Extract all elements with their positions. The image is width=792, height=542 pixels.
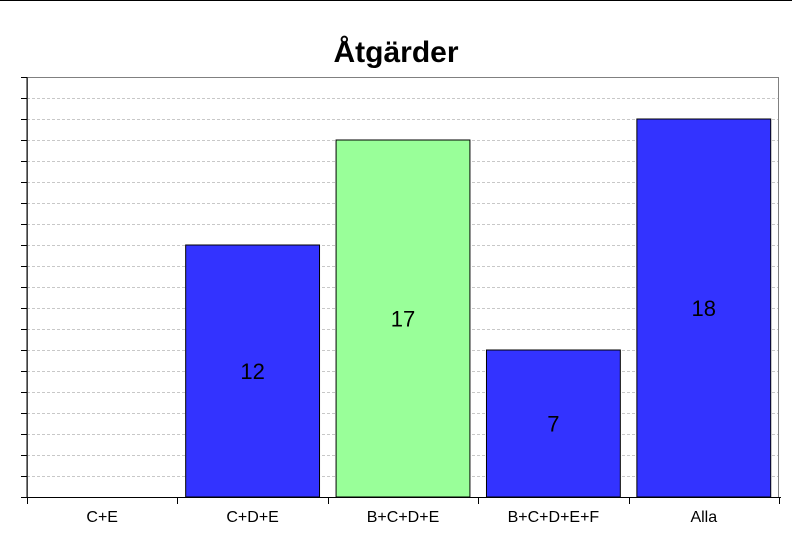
category-label: C+E (86, 509, 118, 526)
data-label: 12 (240, 359, 264, 384)
bars (185, 118, 772, 498)
data-label: 18 (692, 296, 716, 321)
labels: C+E C+D+E B+C+D+E B+C+D+E+F Alla 12 17 7 18 (86, 296, 717, 526)
category-label: C+D+E (226, 509, 278, 526)
data-label: 17 (391, 307, 415, 332)
category-label: B+C+D+E+F (508, 509, 600, 526)
bar-c-d-e (185, 244, 321, 498)
category-label: Alla (690, 509, 717, 526)
top-border-line (0, 0, 792, 1)
bar-b-c-d-e-f (485, 349, 621, 498)
category-label: B+C+D+E (367, 509, 439, 526)
bar-alla (636, 118, 772, 498)
data-label: 7 (547, 412, 559, 437)
bar-b-c-d-e (335, 139, 471, 498)
axes (21, 77, 781, 504)
chart-title: Åtgärder (333, 36, 459, 69)
